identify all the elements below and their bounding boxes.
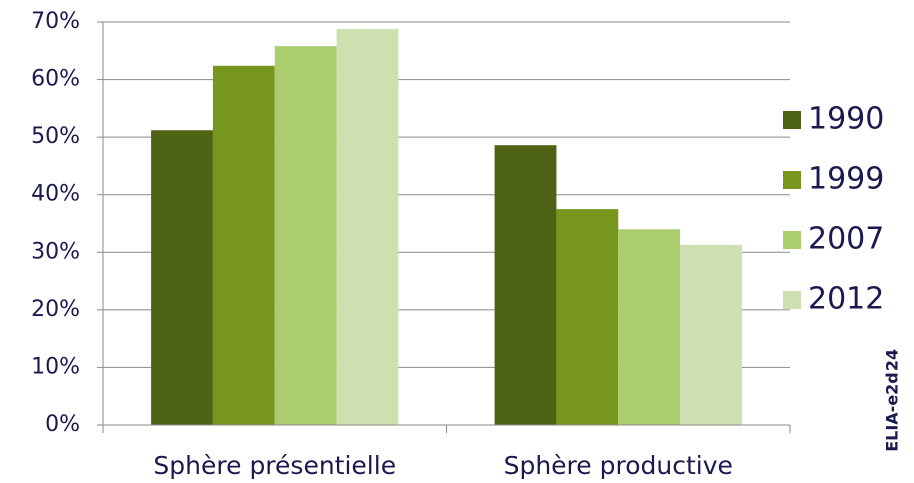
bar — [680, 244, 742, 425]
y-tick-label: 30% — [31, 239, 80, 264]
y-tick-label: 0% — [45, 412, 80, 437]
bar — [494, 145, 557, 425]
legend-swatch — [783, 111, 801, 129]
x-tick-label: Sphère présentielle — [153, 451, 396, 480]
legend-label: 2007 — [808, 222, 884, 257]
y-tick-label: 40% — [31, 182, 80, 207]
bar — [212, 65, 275, 426]
legend-swatch — [783, 231, 801, 249]
legend-label: 1990 — [808, 102, 884, 137]
bar — [151, 130, 213, 425]
y-tick-label: 60% — [31, 67, 80, 92]
bar — [274, 46, 337, 426]
annotation: ELIA-e2d — [883, 372, 902, 452]
legend-label: 2012 — [808, 282, 884, 317]
x-tick-label: Sphère productive — [504, 451, 733, 480]
y-tick-label: 20% — [31, 297, 80, 322]
legend-swatch — [783, 171, 801, 189]
legend-swatch — [783, 291, 801, 309]
annotation: 24 — [883, 349, 902, 371]
bar — [336, 28, 399, 426]
bar — [618, 229, 681, 425]
legend-label: 1999 — [808, 162, 884, 197]
y-tick-label: 70% — [31, 9, 80, 34]
bar — [556, 209, 619, 425]
y-tick-label: 50% — [31, 124, 80, 149]
y-tick-label: 10% — [31, 354, 80, 379]
